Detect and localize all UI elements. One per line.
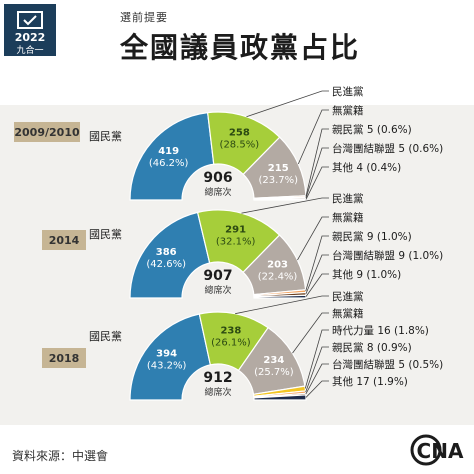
- slice-value-label: 419: [158, 146, 179, 157]
- legend-label-pfp: 親民黨 5 (0.6%): [332, 123, 412, 136]
- slice-value-label: 203: [267, 260, 288, 271]
- slice-value-label: 394: [156, 349, 177, 360]
- leader-line-independent: [297, 109, 329, 165]
- total-seats-label: 總席次: [204, 386, 231, 398]
- legend-label-other: 其他 17 (1.9%): [332, 375, 408, 388]
- leader-line-tsu: [305, 254, 329, 295]
- slice-percent-label: (43.2%): [147, 361, 187, 372]
- slice-kmt: [129, 211, 211, 299]
- logo-year: 2022: [15, 31, 46, 44]
- page-subtitle: 選前提要: [120, 11, 168, 24]
- legend-label-npp: 時代力量 16 (1.8%): [332, 324, 429, 337]
- slice-kmt: [129, 313, 212, 401]
- legend-label-dpp: 民進黨: [332, 192, 364, 205]
- slice-value-label: 258: [229, 128, 250, 139]
- leader-line-independent: [297, 216, 329, 261]
- checkmark-icon: [23, 15, 37, 26]
- data-source: 資料來源：中選會: [12, 449, 109, 463]
- slice-percent-label: (26.1%): [211, 337, 251, 348]
- leader-line-tsu: [305, 147, 329, 199]
- slice-percent-label: (42.6%): [146, 259, 186, 270]
- year-badge: [42, 348, 86, 368]
- slice-value-label: 238: [220, 325, 241, 336]
- page-title: 全國議員政黨占比: [120, 31, 361, 64]
- leader-line-dpp: [235, 295, 329, 315]
- leader-line-other: [305, 380, 329, 398]
- legend-label-other: 其他 9 (1.0%): [332, 268, 401, 281]
- slice-percent-label: (32.1%): [216, 236, 256, 247]
- slice-kmt: [129, 111, 215, 201]
- legend-label-pfp: 親民黨 9 (1.0%): [332, 230, 412, 243]
- leader-line-dpp: [246, 90, 329, 118]
- legend-label-independent: 無黨籍: [332, 211, 364, 224]
- legend-kmt-label: 國民黨: [89, 129, 122, 143]
- legend-label-dpp: 民進黨: [332, 290, 364, 303]
- legend-label-tsu: 台灣團結聯盟 9 (1.0%): [332, 249, 443, 262]
- leader-line-other: [305, 166, 329, 200]
- slice-value-label: 291: [225, 224, 246, 235]
- leader-line-other: [305, 273, 329, 297]
- legend-label-tsu: 台灣團結聯盟 5 (0.6%): [332, 142, 443, 155]
- year-badge: [14, 122, 80, 142]
- legend-label-tsu: 台灣團結聯盟 5 (0.5%): [332, 358, 443, 371]
- slice-percent-label: (46.2%): [149, 158, 189, 169]
- ballot-box-logo: 2022 九合一: [4, 4, 56, 56]
- slice-value-label: 215: [268, 163, 289, 174]
- slice-other: [253, 394, 307, 401]
- logo-text: 九合一: [16, 44, 43, 56]
- legend-label-independent: 無黨籍: [332, 307, 364, 320]
- ballot-box-icon: [17, 11, 43, 29]
- slice-value-label: 234: [263, 355, 284, 366]
- year-badge-label: 2009/2010: [14, 126, 80, 139]
- year-badge-label: 2018: [49, 352, 80, 365]
- total-seats-label: 總席次: [204, 284, 231, 296]
- leader-line-independent: [292, 312, 329, 354]
- slice-percent-label: (25.7%): [254, 367, 294, 378]
- total-seats-value: 907: [203, 268, 232, 284]
- cna-logo: CNA: [410, 434, 464, 466]
- leader-line-dpp: [241, 197, 329, 214]
- legend-label-dpp: 民進黨: [332, 85, 364, 98]
- cna-logo-ring: [410, 434, 442, 466]
- legend-label-pfp: 親民黨 8 (0.9%): [332, 341, 412, 354]
- year-badge: [42, 230, 86, 250]
- slice-other: [253, 198, 307, 201]
- cna-logo-text: CNA: [417, 439, 464, 463]
- leader-line-tsu: [305, 363, 329, 395]
- legend-label-other: 其他 4 (0.4%): [332, 161, 401, 174]
- leader-line-pfp: [305, 235, 329, 292]
- slice-percent-label: (23.7%): [258, 175, 298, 186]
- year-badge-label: 2014: [49, 234, 80, 247]
- total-seats-value: 912: [203, 370, 232, 386]
- legend-kmt-label: 國民黨: [89, 329, 122, 343]
- slice-value-label: 386: [156, 247, 177, 258]
- leader-line-pfp: [305, 346, 329, 393]
- slice-percent-label: (22.4%): [258, 272, 298, 283]
- slice-percent-label: (28.5%): [220, 140, 260, 151]
- total-seats-value: 906: [203, 170, 232, 186]
- leader-line-pfp: [305, 128, 329, 197]
- total-seats-label: 總席次: [204, 186, 231, 198]
- legend-label-independent: 無黨籍: [332, 104, 364, 117]
- legend-kmt-label: 國民黨: [89, 227, 122, 241]
- leader-line-npp: [304, 329, 329, 389]
